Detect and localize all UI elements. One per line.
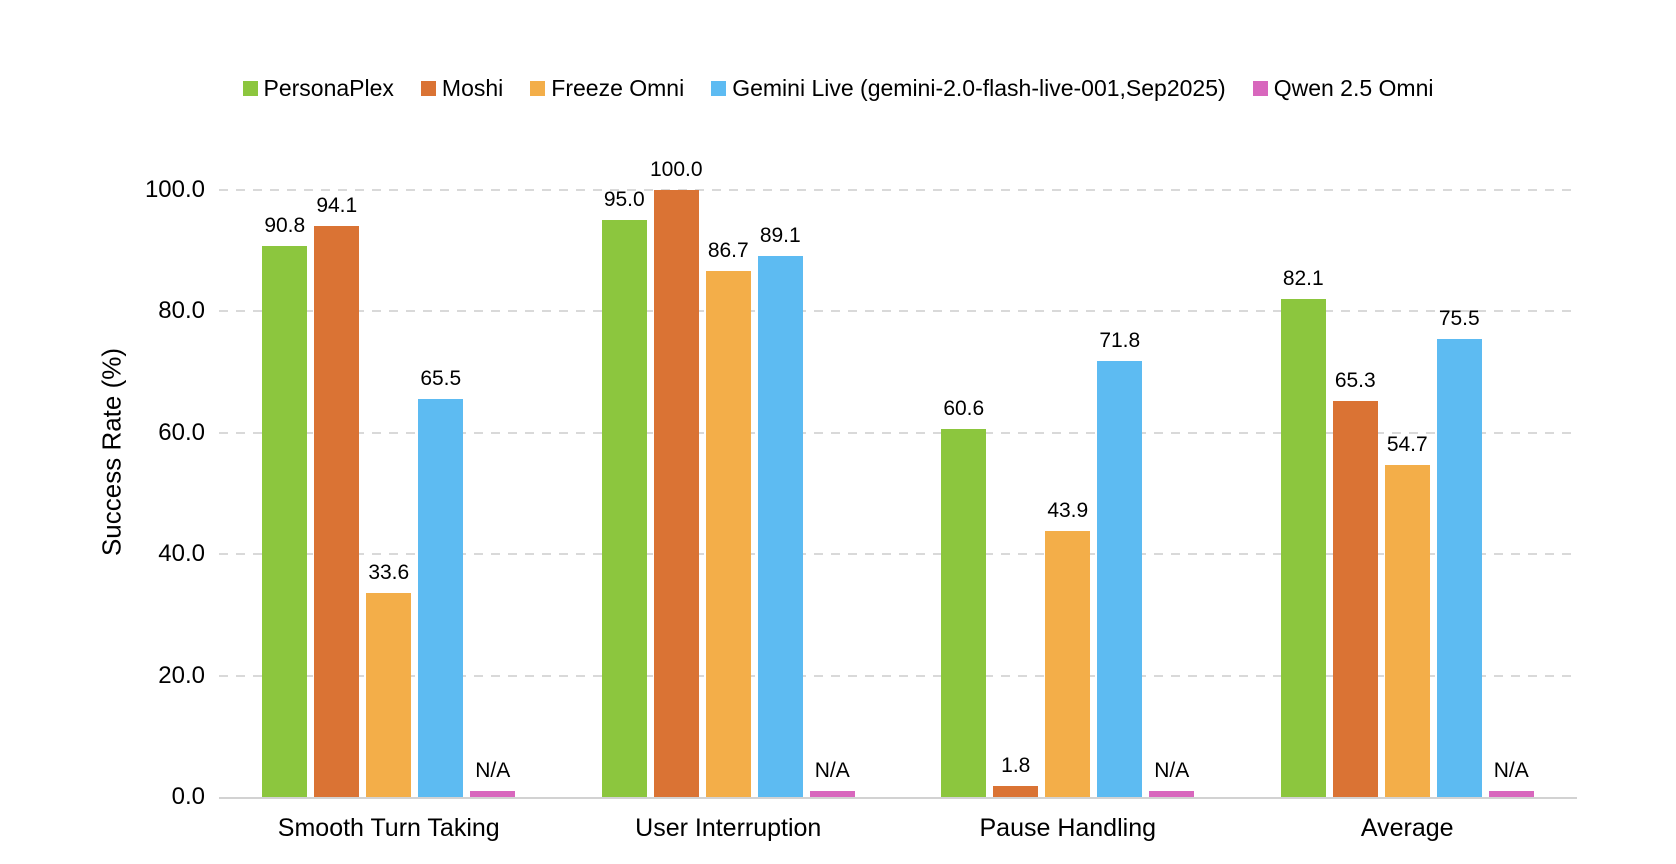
x-axis-line — [219, 797, 1577, 799]
bar-personaplex-smooth-turn-taking: 90.8 — [262, 214, 308, 797]
bar-freeze-omni-average: 54.7 — [1384, 433, 1430, 797]
legend-label: Qwen 2.5 Omni — [1273, 75, 1434, 101]
bar-value-label: 90.8 — [264, 213, 306, 237]
x-category-label: User Interruption — [635, 814, 822, 842]
bar-value-label: 65.3 — [1334, 368, 1376, 392]
bar-gemini-live-gemini-2-0-flash-live-001-sep2025-pause-handling: 71.8 — [1097, 330, 1143, 797]
bar-value-label: 43.9 — [1047, 498, 1089, 522]
bar-value-label: 94.1 — [316, 193, 358, 217]
legend-item-qwen-2-5-omni: Qwen 2.5 Omni — [1252, 74, 1434, 102]
bar-freeze-omni-user-interruption: 86.7 — [705, 239, 751, 797]
bar-personaplex-average: 82.1 — [1280, 267, 1326, 797]
bar-qwen-2-5-omni-pause-handling: N/A — [1149, 759, 1195, 797]
bar-group-user-interruption: 95.0 100.0 86.7 89.1 N/A User Interruption — [559, 159, 899, 842]
bar-group-average: 82.1 65.3 54.7 75.5 N/A Average — [1238, 190, 1578, 842]
bar-value-label: 65.5 — [420, 367, 462, 391]
bar-personaplex-pause-handling: 60.6 — [941, 398, 987, 797]
x-category-label: Pause Handling — [979, 814, 1156, 842]
y-tick-label: 0.0 — [171, 783, 205, 810]
legend-item-personaplex: PersonaPlex — [242, 74, 394, 102]
bar-qwen-2-5-omni-smooth-turn-taking: N/A — [470, 759, 516, 797]
legend-label: Moshi — [441, 75, 504, 101]
bar-moshi-smooth-turn-taking: 94.1 — [314, 194, 360, 797]
bar-value-label: 86.7 — [707, 238, 749, 262]
bar-value-label: 60.6 — [943, 397, 985, 421]
bar-groups: 90.8 94.1 33.6 65.5 N/A Smooth Turn Taking 95.… — [219, 159, 1578, 842]
bar-gemini-live-gemini-2-0-flash-live-001-sep2025-user-interruption: 89.1 — [757, 225, 803, 797]
legend-swatch-icon — [242, 80, 258, 96]
legend-item-gemini-live-gemini-2-0-flash-live-001-sep2025: Gemini Live (gemini-2.0-flash-live-001,S… — [711, 74, 1226, 102]
legend-item-moshi: Moshi — [420, 74, 504, 102]
x-category-label: Smooth Turn Taking — [277, 814, 500, 842]
x-category-label: Average — [1360, 814, 1454, 842]
bar-gemini-live-gemini-2-0-flash-live-001-sep2025-smooth-turn-taking: 65.5 — [418, 368, 464, 797]
bar-value-label: 95.0 — [603, 188, 645, 212]
gridline — [219, 189, 1577, 191]
gridline — [219, 674, 1577, 677]
legend-item-freeze-omni: Freeze Omni — [530, 74, 684, 102]
bar-moshi-pause-handling: 1.8 — [993, 755, 1039, 797]
legend-swatch-icon — [420, 80, 436, 96]
legend-swatch-icon — [530, 80, 546, 96]
bar-value-label: N/A — [1154, 758, 1190, 782]
legend-swatch-icon — [1252, 80, 1268, 96]
chart-legend: PersonaPlex Moshi Freeze Omni Gemini Live (… — [0, 74, 1676, 102]
plot-area: 90.8 94.1 33.6 65.5 N/A Smooth Turn Taking 95.… — [219, 159, 1578, 842]
gridline — [219, 431, 1577, 434]
gridline — [219, 310, 1577, 313]
bar-value-label: 75.5 — [1438, 306, 1480, 330]
legend-label: Freeze Omni — [551, 75, 685, 101]
y-tick-label: 40.0 — [158, 540, 205, 568]
bar-group-smooth-turn-taking: 90.8 94.1 33.6 65.5 N/A Smooth Turn Taking — [219, 190, 559, 842]
y-tick-label: 20.0 — [158, 661, 205, 689]
bar-freeze-omni-pause-handling: 43.9 — [1045, 499, 1091, 797]
bar-freeze-omni-smooth-turn-taking: 33.6 — [366, 562, 412, 797]
bar-value-label: 71.8 — [1099, 329, 1141, 353]
bar-value-label: N/A — [1493, 758, 1529, 782]
gridline — [219, 553, 1577, 556]
bar-group-pause-handling: 60.6 1.8 43.9 71.8 N/A Pause Handling — [898, 190, 1238, 842]
y-tick-label: 100.0 — [144, 176, 205, 203]
bar-personaplex-user-interruption: 95.0 — [601, 189, 647, 797]
bar-value-label: 89.1 — [759, 224, 801, 248]
bar-qwen-2-5-omni-user-interruption: N/A — [809, 759, 855, 797]
bar-value-label: 54.7 — [1386, 432, 1428, 456]
legend-swatch-icon — [711, 80, 727, 96]
bar-value-label: N/A — [814, 758, 850, 782]
bar-moshi-average: 65.3 — [1332, 369, 1378, 797]
bar-value-label: 33.6 — [368, 561, 410, 585]
legend-label: Gemini Live (gemini-2.0-flash-live-001,S… — [732, 75, 1226, 101]
legend-label: PersonaPlex — [263, 75, 394, 101]
bar-value-label: 82.1 — [1282, 266, 1324, 290]
bar-value-label: N/A — [475, 758, 511, 782]
y-axis-tick-labels: 0.0 20.0 40.0 60.0 80.0 100.0 — [0, 178, 205, 809]
bar-gemini-live-gemini-2-0-flash-live-001-sep2025-average: 75.5 — [1436, 307, 1482, 797]
bar-moshi-user-interruption: 100.0 — [650, 159, 703, 797]
bar-qwen-2-5-omni-average: N/A — [1488, 759, 1534, 797]
bar-value-label: 100.0 — [649, 158, 703, 181]
y-tick-label: 80.0 — [158, 297, 205, 325]
bar-value-label: 1.8 — [1001, 754, 1031, 778]
y-tick-label: 60.0 — [158, 418, 205, 446]
